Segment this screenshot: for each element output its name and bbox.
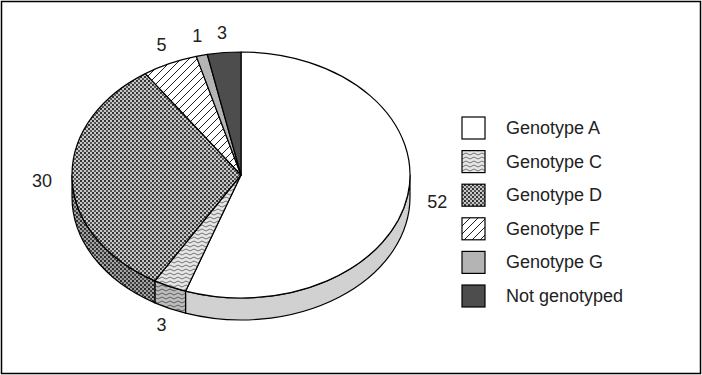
pie-slice [207, 52, 241, 175]
data-label: 1 [192, 26, 202, 46]
legend-label: Genotype F [506, 219, 600, 239]
data-label: 3 [217, 23, 227, 43]
data-labels: 52330513 [32, 23, 447, 335]
legend-swatch [462, 251, 485, 273]
data-label: 30 [32, 171, 52, 191]
legend-swatch [462, 151, 485, 173]
data-label: 52 [427, 192, 447, 212]
pie-tops [72, 52, 410, 298]
chart: 52330513Genotype AGenotype CGenotype DGe… [0, 0, 702, 375]
legend-label: Genotype D [506, 185, 602, 205]
legend: Genotype A Genotype C Genotype D Genotype F… [462, 117, 623, 307]
legend-swatch [462, 184, 485, 206]
legend-label: Genotype G [506, 252, 603, 272]
legend-swatch [462, 218, 485, 240]
legend-swatch [462, 285, 485, 307]
frame [2, 2, 701, 374]
legend-swatch [462, 117, 485, 139]
legend-label: Genotype C [506, 152, 602, 172]
legend-label: Not genotyped [506, 286, 623, 306]
legend-label: Genotype A [506, 118, 600, 138]
data-label: 5 [156, 35, 166, 55]
data-label: 3 [156, 315, 166, 335]
